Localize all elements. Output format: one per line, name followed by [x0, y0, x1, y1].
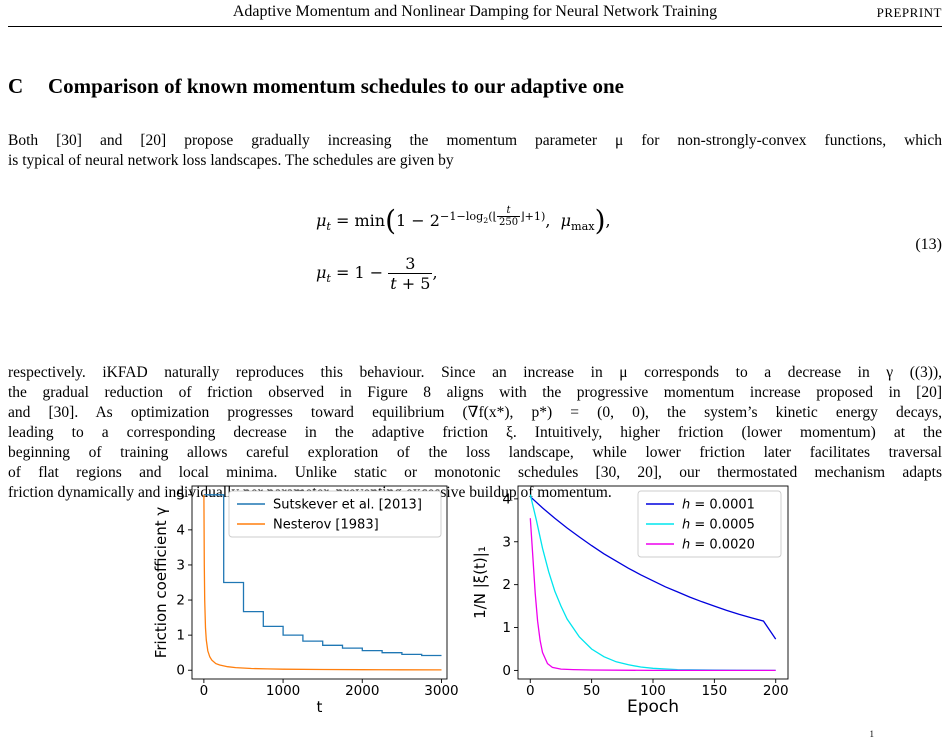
x-tick-label: 100 — [640, 683, 666, 699]
series-line-2 — [529, 494, 776, 672]
legend-label: h = 0.0020 — [682, 538, 755, 553]
section-heading: C Comparison of known momentum schedules … — [8, 74, 624, 99]
x-tick-label: 0 — [526, 683, 535, 699]
legend-value: = 0.0001 — [690, 498, 755, 513]
section-title: Comparison of known momentum schedules t… — [48, 74, 624, 98]
legend-box — [637, 490, 782, 558]
y-axis-label: 1/N |ξ(t)|₁ — [471, 546, 489, 619]
series-line-1 — [529, 496, 777, 640]
body-line: and [30]. As optimization progresses tow… — [8, 404, 942, 421]
x-tick-label: 1000 — [266, 683, 300, 699]
body-line: the gradual reduction of friction observ… — [8, 384, 942, 401]
y-axis-label: Friction coefficient γ — [152, 507, 170, 659]
x-axis-label: t — [317, 698, 323, 716]
intro-line: is typical of neural network loss landsc… — [8, 152, 454, 169]
y-tick-label: 4 — [502, 491, 511, 507]
section-number: C — [8, 74, 24, 98]
y-tick-label: 3 — [502, 534, 511, 550]
legend-variable: h — [682, 538, 690, 553]
body-line: leading to a corresponding decrease in t… — [8, 424, 942, 441]
y-tick-label: 5 — [176, 487, 185, 503]
equation-number: (13) — [915, 236, 942, 253]
series-line-3 — [529, 518, 776, 672]
x-tick-label: 200 — [763, 683, 789, 699]
adaptive-friction-chart: 0 50 100 150 200 0 1 2 3 4 Epoch 1/N |ξ(t)|₁ h = 0.0… — [471, 485, 789, 717]
series-line-2 — [203, 494, 442, 671]
legend-variable: h — [682, 518, 690, 533]
x-tick-label: 3000 — [424, 683, 458, 699]
figure: 0 1000 2000 3000 0 1 2 3 4 5 t Friction coefficient… — [0, 480, 950, 738]
x-tick-label: 150 — [701, 683, 727, 699]
body-line: of flat regions and local minima. Unlike… — [8, 464, 942, 481]
y-tick-label: 4 — [176, 522, 185, 538]
series-line-1 — [203, 494, 442, 657]
y-tick-label: 1 — [502, 620, 511, 636]
intro-line: Both [30] and [20] propose gradually inc… — [8, 132, 942, 149]
legend-label: h = 0.0001 — [682, 498, 755, 513]
legend-value: = 0.0005 — [690, 518, 755, 533]
y-tick-label: 1 — [176, 628, 185, 644]
equation-sutskever: μt = min(1 − 2−1−log2(⌊ t 250 ⌋+1), μmax), — [316, 204, 611, 237]
y-tick-label: 0 — [176, 663, 185, 679]
legend-label: Sutskever et al. [2013] — [273, 498, 422, 513]
y-tick-label: 2 — [502, 577, 511, 593]
x-axis-label: Epoch — [627, 697, 679, 717]
legend-box — [228, 490, 442, 538]
page-mark: 1 — [869, 729, 875, 739]
legend-value: = 0.0020 — [690, 538, 755, 553]
legend-label: Nesterov [1983] — [273, 518, 379, 533]
y-tick-label: 2 — [176, 593, 185, 609]
plot-frame — [191, 485, 448, 680]
y-tick-label: 3 — [176, 557, 185, 573]
legend-variable: h — [682, 498, 690, 513]
x-tick-label: 0 — [200, 683, 209, 699]
friction-schedule-chart: 0 1000 2000 3000 0 1 2 3 4 5 t Friction coefficient… — [152, 485, 459, 716]
running-tag: PREPRINT — [876, 5, 942, 20]
equation-block: μt = min(1 − 2−1−log2(⌊ t 250 ⌋+1), μmax), … — [0, 188, 950, 300]
intro-paragraph: Both [30] and [20] propose gradually inc… — [8, 131, 942, 171]
running-title: Adaptive Momentum and Nonlinear Damping … — [232, 3, 718, 20]
legend-label: h = 0.0005 — [682, 518, 755, 533]
body-line: respectively. iKFAD naturally reproduces… — [8, 364, 942, 381]
running-head: Adaptive Momentum and Nonlinear Damping … — [8, 0, 942, 27]
x-tick-label: 2000 — [345, 683, 379, 699]
body-line: beginning of training allows careful exp… — [8, 444, 942, 461]
y-tick-label: 0 — [502, 663, 511, 679]
x-tick-label: 50 — [583, 683, 600, 699]
